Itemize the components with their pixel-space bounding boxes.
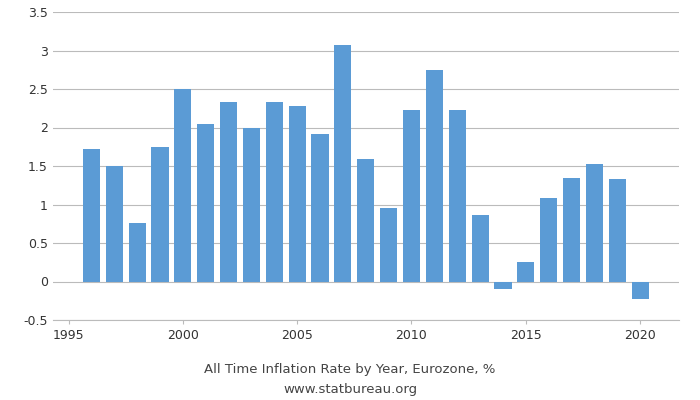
Bar: [335, 45, 351, 282]
Bar: [517, 262, 534, 282]
Text: www.statbureau.org: www.statbureau.org: [283, 384, 417, 396]
Bar: [403, 110, 420, 282]
Bar: [449, 110, 466, 282]
Bar: [243, 128, 260, 282]
Bar: [357, 159, 374, 282]
Bar: [83, 149, 100, 282]
Bar: [288, 106, 306, 282]
Bar: [494, 282, 512, 289]
Bar: [586, 164, 603, 282]
Bar: [151, 147, 169, 282]
Bar: [472, 215, 489, 282]
Bar: [609, 179, 626, 282]
Bar: [426, 70, 443, 282]
Text: All Time Inflation Rate by Year, Eurozone, %: All Time Inflation Rate by Year, Eurozon…: [204, 364, 496, 376]
Bar: [631, 282, 649, 299]
Bar: [266, 102, 283, 282]
Bar: [106, 166, 122, 282]
Bar: [540, 198, 557, 282]
Bar: [129, 223, 146, 282]
Bar: [197, 124, 214, 282]
Bar: [220, 102, 237, 282]
Bar: [174, 89, 191, 282]
Bar: [380, 208, 397, 282]
Bar: [563, 178, 580, 282]
Bar: [312, 134, 328, 282]
